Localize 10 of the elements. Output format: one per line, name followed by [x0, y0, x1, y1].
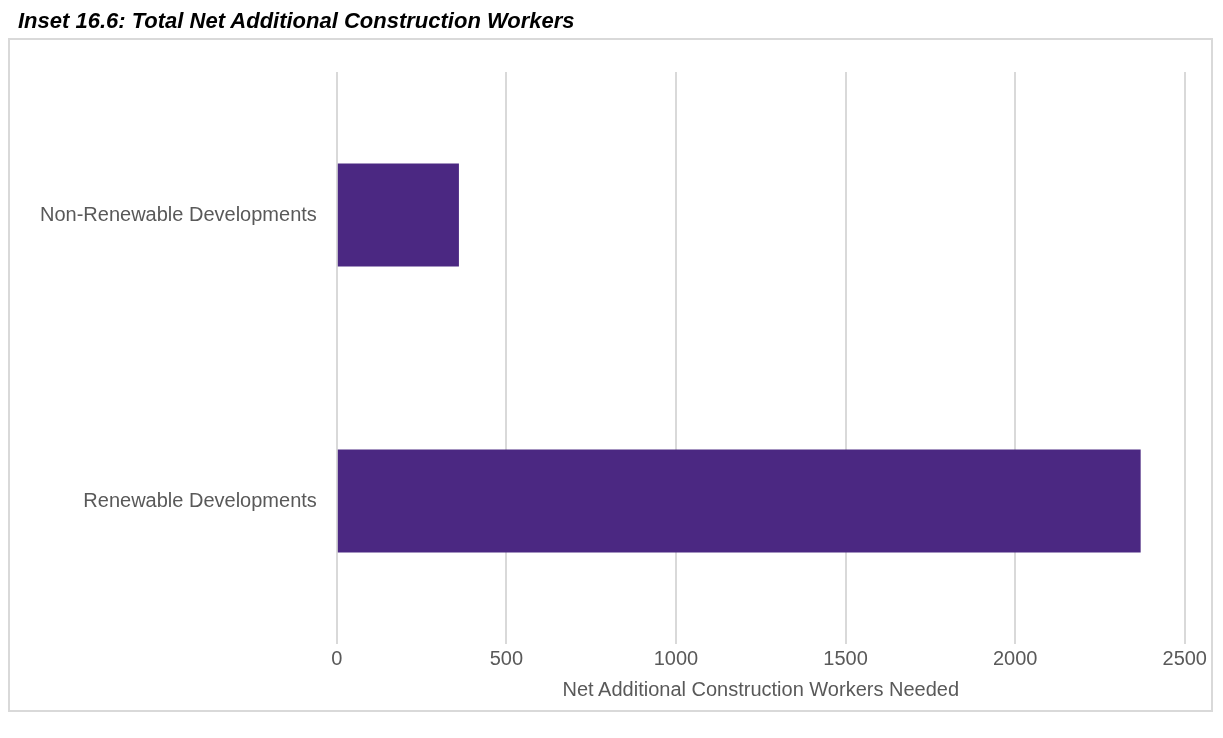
- x-tick-label: 2500: [1162, 646, 1207, 669]
- x-tick-label: 1500: [823, 646, 868, 669]
- x-tick-label: 2000: [992, 646, 1038, 669]
- x-tick-label: 500: [489, 646, 524, 669]
- y-tick-label: Non-Renewable Developments: [39, 202, 317, 225]
- x-tick-label: 0: [331, 646, 343, 669]
- chart-title: Inset 16.6: Total Net Additional Construction Workers: [17, 8, 576, 35]
- x-tick-label: 1000: [653, 646, 699, 669]
- x-axis-title: Net Additional Construction Workers Needed: [562, 677, 960, 700]
- y-tick-label: Renewable Developments: [83, 488, 317, 511]
